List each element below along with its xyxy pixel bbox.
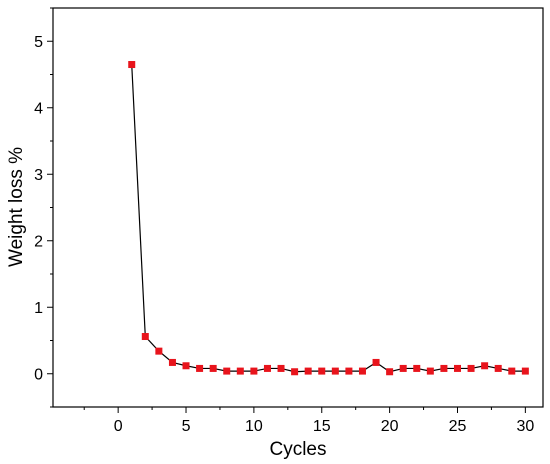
data-point (481, 362, 489, 370)
x-tick-label: 20 (381, 418, 399, 435)
x-tick-label: 25 (449, 418, 467, 435)
data-point (168, 358, 176, 366)
y-tick-label: 4 (34, 100, 43, 117)
data-point (196, 364, 204, 372)
data-point (386, 368, 394, 376)
x-tick-label: 0 (114, 418, 123, 435)
data-point (399, 364, 407, 372)
data-point (521, 367, 529, 375)
data-point (508, 367, 516, 375)
data-point (467, 364, 475, 372)
data-point (494, 364, 502, 372)
data-point (318, 367, 326, 375)
x-tick-label: 10 (245, 418, 263, 435)
y-axis-title: Weight loss % (6, 147, 27, 267)
data-point (331, 367, 339, 375)
x-tick-label: 30 (516, 418, 534, 435)
data-point (440, 364, 448, 372)
y-tick-label: 2 (34, 233, 43, 250)
data-point (155, 347, 163, 355)
x-tick-label: 15 (313, 418, 331, 435)
data-point (236, 367, 244, 375)
data-point (182, 362, 190, 370)
data-point (223, 367, 231, 375)
data-point (426, 367, 434, 375)
data-point (304, 367, 312, 375)
x-axis-title: Cycles (269, 439, 326, 460)
data-point (453, 364, 461, 372)
data-point (277, 364, 285, 372)
data-point (250, 367, 258, 375)
data-point (358, 367, 366, 375)
data-point (345, 367, 353, 375)
plot-frame (52, 7, 544, 408)
data-point (209, 364, 217, 372)
y-tick-label: 5 (34, 34, 43, 51)
data-point (263, 364, 271, 372)
y-tick-label: 3 (34, 167, 43, 184)
series-line (131, 64, 526, 373)
data-point (128, 61, 136, 69)
data-point (141, 333, 149, 341)
y-tick-label: 1 (34, 300, 43, 317)
data-point (372, 358, 380, 366)
data-point (413, 364, 421, 372)
data-point (291, 368, 299, 376)
y-tick-label: 0 (34, 366, 43, 383)
ticks-layer: 0 1 2 3 4 5 0 5 10 15 20 25 30 (34, 7, 534, 435)
x-tick-label: 5 (182, 418, 191, 435)
series-layer (128, 61, 529, 376)
